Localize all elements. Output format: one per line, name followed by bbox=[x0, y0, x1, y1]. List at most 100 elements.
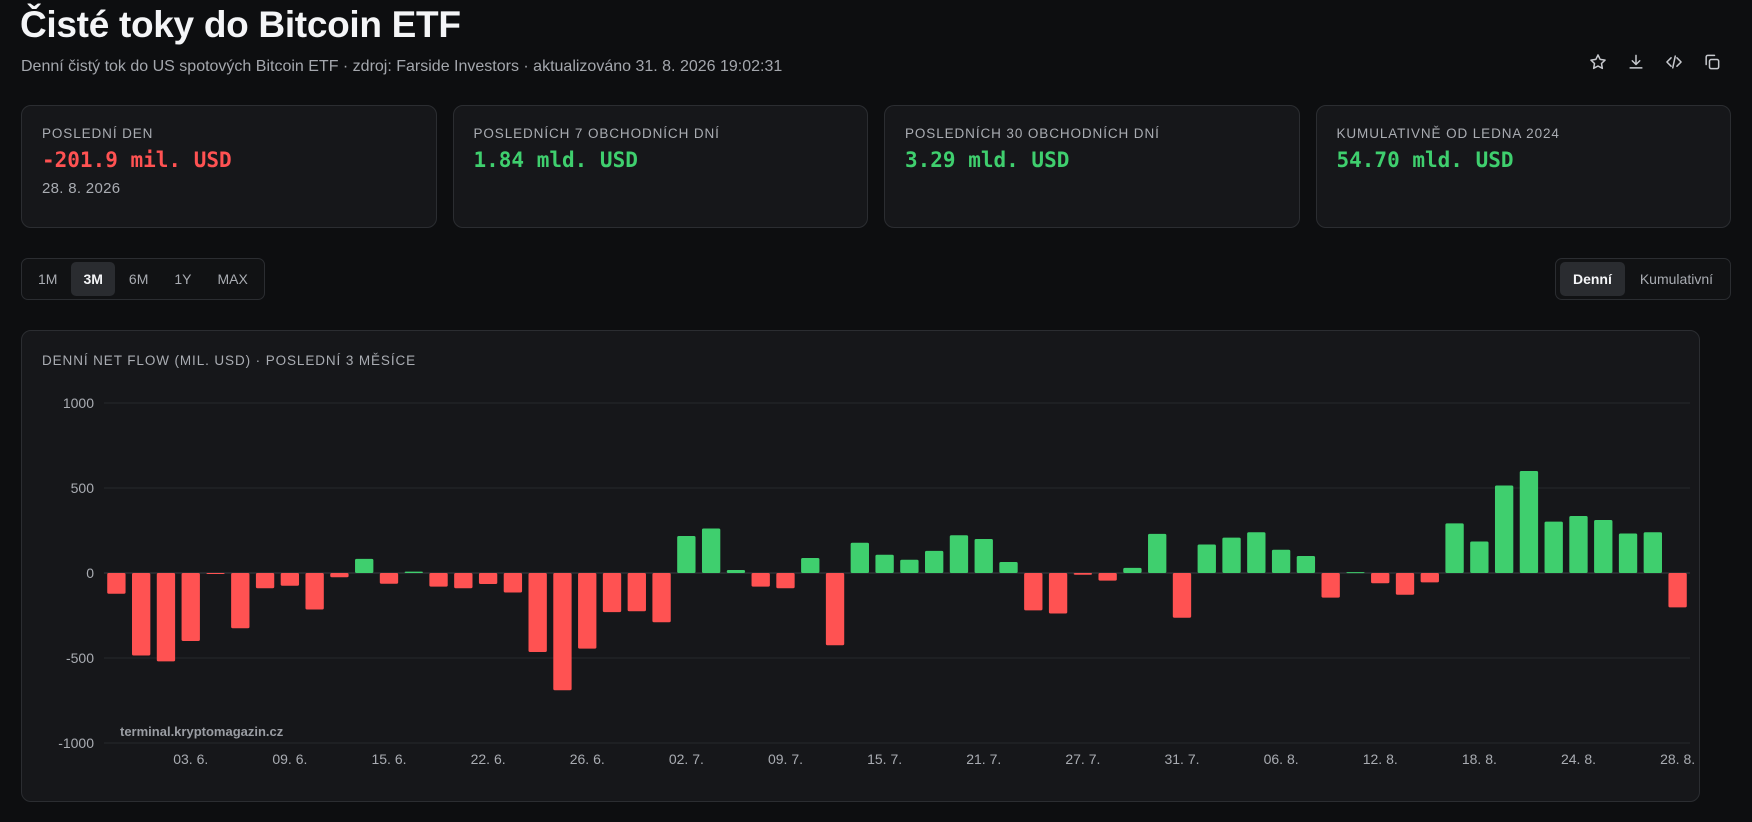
x-tick-label: 31. 7. bbox=[1164, 751, 1199, 767]
bar[interactable] bbox=[404, 571, 423, 573]
bar[interactable] bbox=[726, 569, 746, 573]
bar[interactable] bbox=[801, 558, 820, 573]
bar[interactable] bbox=[132, 573, 151, 656]
bar[interactable] bbox=[1172, 573, 1192, 618]
bar[interactable] bbox=[1197, 544, 1216, 573]
bar[interactable] bbox=[652, 573, 671, 623]
x-tick-label: 06. 8. bbox=[1264, 751, 1299, 767]
range-3m-button[interactable]: 3M bbox=[71, 262, 115, 296]
bar[interactable] bbox=[429, 573, 448, 587]
bar[interactable] bbox=[751, 573, 770, 587]
bar[interactable] bbox=[454, 573, 473, 589]
bar[interactable] bbox=[553, 573, 572, 691]
y-tick-label: -1000 bbox=[58, 735, 94, 751]
bar[interactable] bbox=[280, 573, 300, 586]
kpi-label: KUMULATIVNĚ OD LEDNA 2024 bbox=[1336, 126, 1560, 141]
bar[interactable] bbox=[627, 573, 646, 612]
page-title: Čisté toky do Bitcoin ETF bbox=[20, 4, 461, 45]
download-icon[interactable] bbox=[1624, 50, 1648, 74]
bar[interactable] bbox=[379, 573, 399, 584]
x-tick-label: 22. 6. bbox=[471, 751, 506, 767]
bar[interactable] bbox=[355, 558, 374, 573]
bar[interactable] bbox=[1346, 572, 1365, 574]
kpi-row: POSLEDNÍ DEN -201.9 mil. USD 28. 8. 2026… bbox=[21, 105, 1731, 228]
bar[interactable] bbox=[602, 573, 622, 613]
kpi-value: 54.70 mld. USD bbox=[1336, 148, 1514, 172]
bar[interactable] bbox=[776, 573, 795, 589]
star-icon[interactable] bbox=[1586, 50, 1610, 74]
mode-daily-button[interactable]: Denní bbox=[1559, 262, 1625, 296]
bar[interactable] bbox=[1470, 541, 1489, 573]
bar[interactable] bbox=[1445, 523, 1464, 573]
bar[interactable] bbox=[850, 542, 869, 573]
bar[interactable] bbox=[503, 573, 523, 593]
bar[interactable] bbox=[1643, 532, 1662, 573]
bar[interactable] bbox=[578, 573, 597, 649]
bar[interactable] bbox=[1494, 485, 1514, 573]
kpi-card-last-day: POSLEDNÍ DEN -201.9 mil. USD 28. 8. 2026 bbox=[21, 105, 437, 228]
bar[interactable] bbox=[156, 573, 176, 662]
toolbar bbox=[1586, 50, 1724, 74]
watermark: terminal.kryptomagazin.cz bbox=[120, 724, 284, 739]
bar[interactable] bbox=[1024, 573, 1043, 611]
mode-cumulative-button[interactable]: Kumulativní bbox=[1639, 271, 1713, 287]
x-tick-label: 03. 6. bbox=[173, 751, 208, 767]
bar[interactable] bbox=[999, 561, 1018, 573]
page-subtitle: Denní čistý tok do US spotových Bitcoin … bbox=[21, 58, 783, 75]
mode-selector: Denní Kumulativní bbox=[1554, 258, 1731, 300]
x-tick-label: 02. 7. bbox=[669, 751, 704, 767]
bar[interactable] bbox=[1371, 573, 1390, 584]
copy-icon[interactable] bbox=[1700, 50, 1724, 74]
bar[interactable] bbox=[825, 573, 845, 646]
bar[interactable] bbox=[1395, 573, 1415, 595]
bar[interactable] bbox=[701, 528, 721, 573]
range-max-button[interactable]: MAX bbox=[217, 271, 248, 287]
bar[interactable] bbox=[1519, 471, 1539, 573]
bar[interactable] bbox=[1569, 516, 1588, 573]
bar[interactable] bbox=[1222, 537, 1241, 573]
bar[interactable] bbox=[1420, 573, 1439, 583]
range-1y-button[interactable]: 1Y bbox=[174, 271, 192, 287]
bar[interactable] bbox=[1668, 573, 1687, 608]
code-icon[interactable] bbox=[1662, 50, 1686, 74]
bar[interactable] bbox=[478, 573, 498, 585]
bar[interactable] bbox=[1594, 519, 1613, 573]
bar[interactable] bbox=[1247, 532, 1266, 573]
chart-card: DENNÍ NET FLOW (MIL. USD) · POSLEDNÍ 3 M… bbox=[21, 330, 1700, 802]
bar[interactable] bbox=[330, 573, 349, 578]
x-tick-label: 15. 7. bbox=[867, 751, 902, 767]
bar[interactable] bbox=[107, 573, 126, 594]
bar[interactable] bbox=[1544, 521, 1563, 573]
x-tick-label: 09. 6. bbox=[272, 751, 307, 767]
bar[interactable] bbox=[925, 550, 944, 573]
bar[interactable] bbox=[1148, 533, 1167, 573]
bar[interactable] bbox=[949, 535, 969, 573]
bar[interactable] bbox=[875, 554, 894, 573]
bar[interactable] bbox=[305, 573, 324, 610]
chart-title: DENNÍ NET FLOW (MIL. USD) · POSLEDNÍ 3 M… bbox=[42, 353, 417, 368]
bar[interactable] bbox=[677, 535, 696, 573]
bar[interactable] bbox=[181, 573, 200, 641]
x-tick-label: 26. 6. bbox=[570, 751, 605, 767]
bar[interactable] bbox=[1271, 549, 1291, 573]
bar[interactable] bbox=[1296, 556, 1316, 573]
kpi-card-last-7-days: POSLEDNÍCH 7 OBCHODNÍCH DNÍ 1.84 mld. US… bbox=[452, 105, 868, 228]
bar[interactable] bbox=[1123, 567, 1142, 573]
kpi-value: 1.84 mld. USD bbox=[473, 148, 638, 172]
bar[interactable] bbox=[974, 539, 993, 573]
bar[interactable] bbox=[1321, 573, 1340, 598]
bar[interactable] bbox=[206, 573, 225, 574]
bar[interactable] bbox=[255, 573, 275, 589]
bar[interactable] bbox=[1618, 533, 1638, 573]
kpi-value: 3.29 mld. USD bbox=[905, 148, 1070, 172]
range-1m-button[interactable]: 1M bbox=[38, 271, 58, 287]
bar[interactable] bbox=[1073, 573, 1093, 575]
bar[interactable] bbox=[1098, 573, 1117, 581]
bar[interactable] bbox=[528, 573, 547, 653]
bar[interactable] bbox=[1048, 573, 1068, 614]
range-selector: 1M 3M 6M 1Y MAX bbox=[21, 258, 265, 300]
bar[interactable] bbox=[231, 573, 250, 629]
bar[interactable] bbox=[900, 559, 919, 573]
range-6m-button[interactable]: 6M bbox=[128, 271, 149, 287]
y-tick-label: -500 bbox=[66, 650, 94, 666]
